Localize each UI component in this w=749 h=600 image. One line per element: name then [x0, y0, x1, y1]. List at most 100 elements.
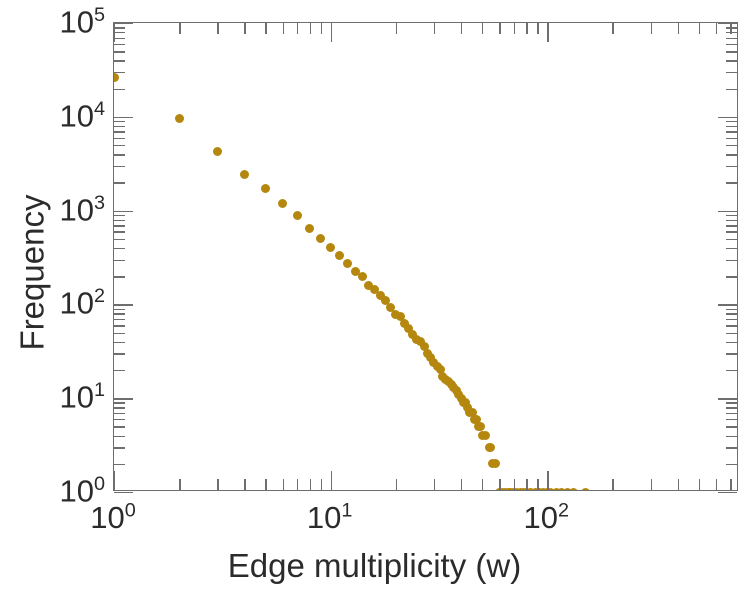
y-minor-tick	[726, 154, 737, 156]
y-minor-tick	[726, 247, 737, 250]
x-major-tick	[330, 23, 332, 42]
x-minor-tick	[715, 479, 718, 490]
x-minor-tick	[730, 479, 732, 490]
y-minor-tick	[114, 43, 125, 46]
y-minor-tick	[114, 32, 125, 34]
y-minor-tick	[726, 276, 737, 278]
data-point	[364, 280, 374, 290]
y-minor-tick	[726, 231, 737, 233]
data-point	[400, 319, 410, 329]
y-minor-tick	[726, 225, 737, 227]
x-tick-exponent: 2	[557, 499, 569, 522]
y-tick-mantissa: 10	[59, 4, 94, 40]
y-tick-exponent: 4	[93, 97, 105, 120]
data-point	[370, 284, 380, 294]
y-major-tick	[718, 492, 737, 494]
y-minor-tick	[726, 165, 737, 168]
x-minor-tick	[265, 23, 267, 34]
y-tick-mantissa: 10	[59, 379, 94, 415]
y-minor-tick	[114, 325, 125, 327]
data-point	[546, 487, 556, 490]
y-minor-tick	[726, 407, 737, 409]
x-minor-tick	[297, 479, 299, 490]
data-point	[467, 408, 477, 418]
x-minor-tick	[179, 479, 181, 490]
y-minor-tick	[114, 419, 125, 421]
data-point	[395, 312, 405, 322]
x-minor-tick	[612, 479, 614, 490]
x-minor-tick	[265, 479, 267, 490]
y-minor-tick	[114, 435, 125, 437]
x-minor-tick	[499, 479, 501, 490]
y-tick-label: 105	[59, 4, 105, 40]
data-point	[391, 310, 401, 320]
data-point	[419, 341, 429, 351]
data-point	[326, 243, 336, 253]
y-minor-tick	[114, 313, 125, 315]
x-minor-tick	[395, 23, 398, 34]
data-point	[556, 487, 566, 490]
data-point	[174, 114, 184, 124]
x-minor-tick	[526, 23, 528, 34]
y-minor-tick	[726, 318, 737, 321]
y-minor-tick	[114, 426, 125, 428]
x-minor-tick	[715, 23, 718, 34]
y-minor-tick	[726, 125, 737, 128]
y-minor-tick	[726, 131, 737, 133]
y-tick-exponent: 0	[93, 473, 105, 496]
y-major-tick	[718, 210, 737, 212]
y-minor-tick	[114, 369, 125, 372]
data-point	[350, 266, 360, 276]
y-major-tick	[114, 398, 133, 400]
data-point	[292, 211, 302, 221]
y-minor-tick	[114, 72, 125, 74]
x-minor-tick	[395, 479, 398, 490]
y-tick-exponent: 3	[93, 191, 105, 214]
y-minor-tick	[114, 131, 125, 133]
y-tick-exponent: 2	[93, 285, 105, 308]
data-point	[463, 402, 473, 412]
y-minor-tick	[726, 412, 737, 415]
data-point	[491, 459, 501, 469]
y-minor-tick	[726, 341, 737, 344]
y-minor-tick	[726, 313, 737, 315]
x-minor-tick	[612, 23, 614, 34]
y-minor-tick	[726, 238, 737, 241]
y-minor-tick	[114, 145, 125, 147]
x-minor-tick	[482, 23, 484, 34]
y-tick-mantissa: 10	[59, 192, 94, 228]
y-minor-tick	[726, 435, 737, 437]
y-major-tick	[114, 116, 133, 119]
y-tick-exponent: 1	[93, 379, 105, 402]
y-minor-tick	[726, 88, 737, 90]
y-minor-tick	[114, 137, 125, 139]
x-minor-tick	[677, 23, 680, 34]
x-minor-tick	[461, 23, 463, 34]
data-point	[568, 487, 578, 490]
y-minor-tick	[114, 447, 125, 449]
x-minor-tick	[499, 23, 501, 34]
y-major-tick	[114, 23, 133, 25]
x-tick-label: 101	[307, 501, 353, 533]
x-minor-tick	[482, 479, 484, 490]
y-minor-tick	[726, 32, 737, 34]
y-minor-tick	[726, 182, 737, 184]
x-minor-tick	[244, 23, 246, 34]
x-minor-tick	[677, 479, 680, 490]
x-minor-tick	[537, 23, 539, 34]
y-minor-tick	[726, 60, 737, 62]
y-minor-tick	[726, 308, 737, 311]
y-tick-label: 101	[59, 379, 105, 415]
y-minor-tick	[726, 369, 737, 372]
y-minor-tick	[114, 231, 125, 233]
x-minor-tick	[698, 23, 701, 34]
x-major-tick	[547, 471, 549, 490]
x-minor-tick	[282, 23, 284, 34]
data-point	[551, 487, 561, 490]
x-minor-tick	[526, 479, 528, 490]
y-minor-tick	[726, 214, 737, 217]
y-minor-tick	[114, 88, 125, 90]
x-minor-tick	[217, 479, 219, 490]
x-minor-tick	[282, 479, 284, 490]
y-minor-tick	[726, 332, 737, 335]
